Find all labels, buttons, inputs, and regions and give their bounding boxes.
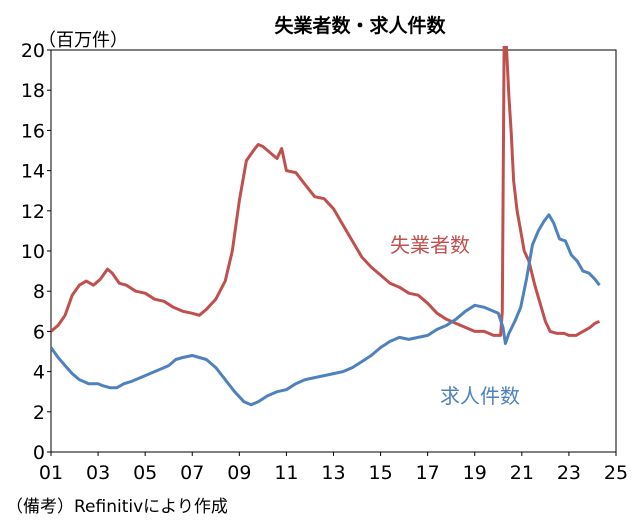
y-tick-label: 14 xyxy=(21,161,45,183)
y-axis-unit: （百万件） xyxy=(38,30,128,51)
series-label-unemployed: 失業者数 xyxy=(390,233,470,257)
x-tick-label: 01 xyxy=(39,462,63,484)
y-tick-label: 8 xyxy=(33,281,45,303)
x-tick-label: 25 xyxy=(604,462,628,484)
x-tick-label: 09 xyxy=(227,462,251,484)
y-tick-label: 10 xyxy=(21,241,45,263)
y-tick-label: 18 xyxy=(21,80,45,102)
x-tick-label: 13 xyxy=(321,462,345,484)
x-tick-label: 21 xyxy=(510,462,534,484)
y-tick-label: 4 xyxy=(33,362,45,384)
y-tick-label: 12 xyxy=(21,201,45,223)
y-tick-label: 0 xyxy=(33,442,45,464)
x-tick-label: 03 xyxy=(86,462,110,484)
x-tick-label: 15 xyxy=(368,462,392,484)
x-tick-label: 17 xyxy=(416,462,440,484)
x-tick-label: 11 xyxy=(274,462,298,484)
series-lines xyxy=(51,46,601,407)
series-line-unemployed xyxy=(51,46,601,337)
x-tick-label: 23 xyxy=(557,462,581,484)
y-tick-label: 6 xyxy=(33,321,45,343)
y-tick-label: 20 xyxy=(21,40,45,62)
source-note: （備考）Refinitivにより作成 xyxy=(6,497,228,517)
x-axis: 01 03 05 07 09 11 13 15 17 19 21 23 25 xyxy=(39,452,628,484)
y-tick-label: 2 xyxy=(33,402,45,424)
x-tick-label: 19 xyxy=(463,462,487,484)
chart-title: 失業者数・求人件数 xyxy=(274,14,446,37)
series-line-job-openings xyxy=(51,213,601,407)
y-axis: 0 2 4 6 8 10 12 14 16 18 20 xyxy=(21,40,51,464)
series-label-job-openings: 求人件数 xyxy=(440,384,520,408)
x-tick-label: 05 xyxy=(133,462,157,484)
y-tick-label: 16 xyxy=(21,120,45,142)
x-tick-label: 07 xyxy=(180,462,204,484)
